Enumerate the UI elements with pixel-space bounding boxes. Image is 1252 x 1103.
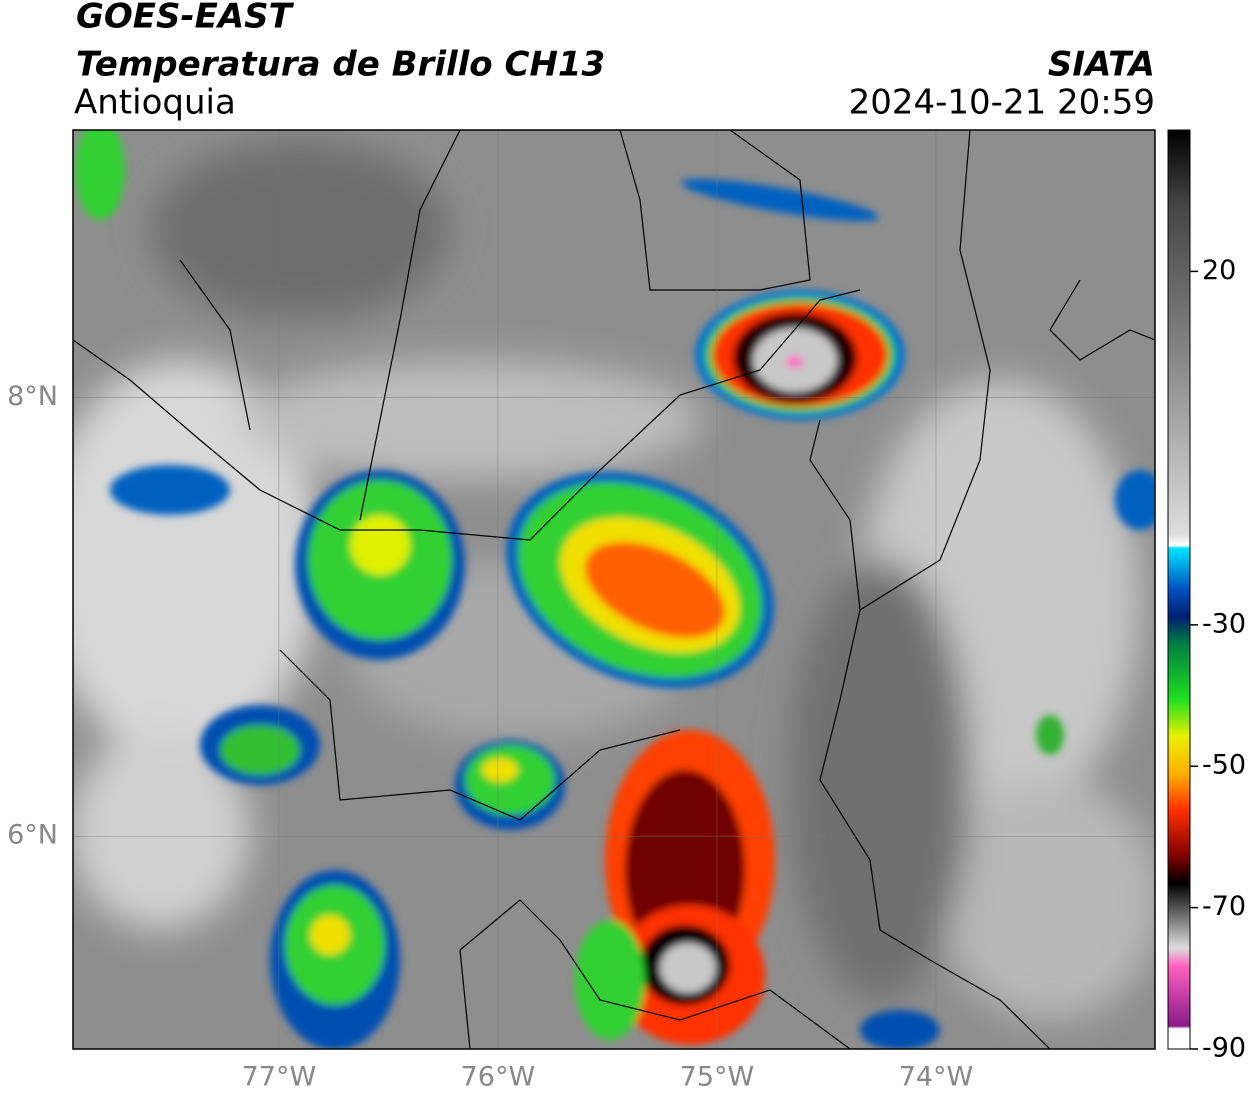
colorbar-tick-label: -70 bbox=[1202, 891, 1246, 922]
colorbar bbox=[1167, 129, 1191, 1050]
colorbar-tick-label: 20 bbox=[1202, 255, 1236, 286]
y-tick-label: 8°N bbox=[7, 381, 58, 412]
x-tick-label: 74°W bbox=[899, 1062, 974, 1093]
agency: SIATA bbox=[1048, 45, 1155, 85]
x-tick-label: 77°W bbox=[242, 1062, 317, 1093]
title: GOES-EAST bbox=[76, 0, 295, 37]
graticule bbox=[73, 130, 1155, 1049]
satellite-image bbox=[73, 130, 1155, 1049]
x-tick-label: 76°W bbox=[461, 1062, 536, 1093]
y-tick-label: 6°N bbox=[7, 820, 58, 851]
colorbar-tick-label: -90 bbox=[1202, 1033, 1246, 1064]
map-frame bbox=[72, 129, 1156, 1050]
colorbar-tick-label: -30 bbox=[1202, 608, 1246, 639]
region: Antioquia bbox=[74, 83, 236, 123]
datetime: 2024-10-21 20:59 bbox=[849, 83, 1155, 123]
colorbar-tick-label: -50 bbox=[1202, 750, 1246, 781]
subtitle: Temperatura de Brillo CH13 bbox=[76, 45, 605, 85]
x-tick-label: 75°W bbox=[680, 1062, 755, 1093]
